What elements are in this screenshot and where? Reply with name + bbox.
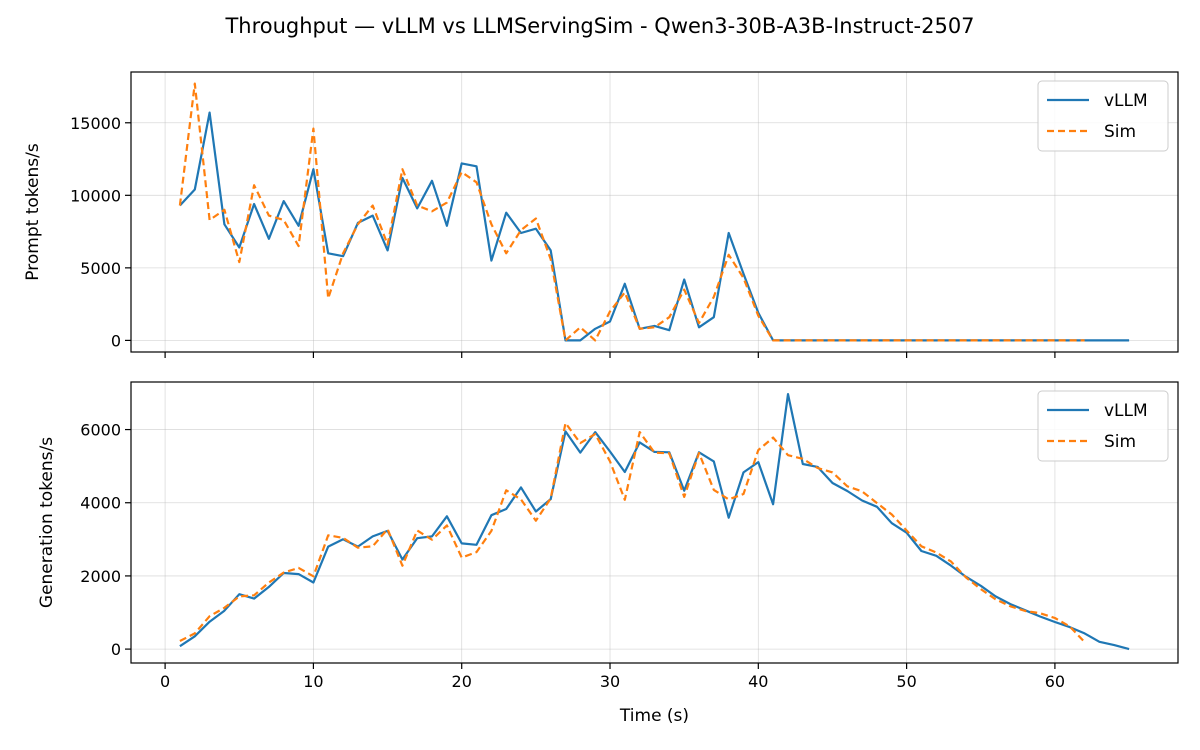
legend-label-vllm: vLLM <box>1104 401 1148 421</box>
x-tick-label: 60 <box>1045 672 1065 691</box>
x-tick-label: 30 <box>600 672 620 691</box>
x-axis-label: Time (s) <box>619 706 689 726</box>
x-tick-label: 40 <box>748 672 768 691</box>
prompt-throughput-panel: 0 5000 10000 15000 Prompt tokens/s vLLM Sim <box>23 71 1179 358</box>
series-line-sim <box>178 82 1085 342</box>
x-tick-label: 50 <box>896 672 916 691</box>
plot-frame <box>130 71 1179 353</box>
x-tick-label: 20 <box>452 672 472 691</box>
series-line-vllm <box>179 393 1130 651</box>
y-tick-label: 15000 <box>70 114 121 133</box>
series-line-sim <box>179 421 1086 643</box>
y-tick-label: 6000 <box>80 421 121 440</box>
figure-title: Throughput — vLLM vs LLMServingSim - Qwe… <box>224 14 974 38</box>
legend-box <box>1037 390 1169 462</box>
legend-label-sim: Sim <box>1104 432 1136 452</box>
y-tick-label: 10000 <box>70 186 121 205</box>
generation-throughput-panel: 0 10 20 30 40 50 60 0 2000 4000 6000 Generation tok… <box>37 381 1179 726</box>
plot-frame <box>130 381 1179 664</box>
y-tick-label: 0 <box>111 331 121 350</box>
y-axis-label: Prompt tokens/s <box>23 143 43 281</box>
y-tick-label: 2000 <box>80 567 121 586</box>
y-tick-label: 4000 <box>80 494 121 513</box>
legend: vLLM Sim <box>1037 390 1169 462</box>
legend: vLLM Sim <box>1037 80 1169 152</box>
legend-box <box>1037 80 1169 152</box>
y-tick-label: 0 <box>111 640 121 659</box>
y-axis-label: Generation tokens/s <box>37 437 57 608</box>
x-tick-label: 0 <box>160 672 170 691</box>
legend-label-sim: Sim <box>1104 122 1136 142</box>
y-tick-label: 5000 <box>80 259 121 278</box>
legend-label-vllm: vLLM <box>1104 91 1148 111</box>
x-tick-label: 10 <box>303 672 323 691</box>
